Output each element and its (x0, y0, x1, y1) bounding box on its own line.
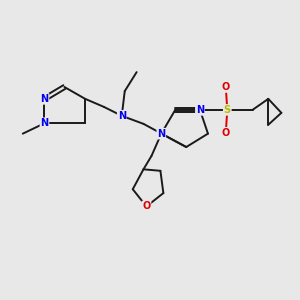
Text: N: N (118, 111, 126, 121)
Text: N: N (40, 94, 49, 104)
Text: N: N (196, 105, 204, 115)
Text: S: S (224, 105, 231, 115)
Text: N: N (40, 118, 49, 128)
Text: O: O (222, 82, 230, 92)
Text: O: O (142, 202, 151, 212)
Text: O: O (222, 128, 230, 138)
Text: N: N (157, 129, 165, 139)
